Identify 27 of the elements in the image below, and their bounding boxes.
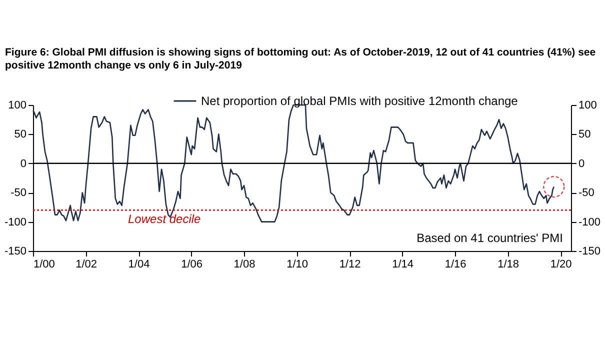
x-tick-label: 1/14 <box>392 258 414 270</box>
y2-tick-label: -50 <box>578 187 594 200</box>
y-tick-label: 0 <box>20 158 26 170</box>
x-tick-label: 1/18 <box>498 258 520 270</box>
annotation: Based on 41 countries' PMI <box>416 231 563 245</box>
y-tick-label: 100 <box>8 100 26 112</box>
x-tick-label: 1/12 <box>339 258 361 270</box>
ref-line-label: Lowest decile <box>128 212 202 226</box>
x-tick-label: 1/10 <box>286 258 308 270</box>
y-tick-label: 50 <box>14 128 26 141</box>
chart-title: Figure 6: Global PMI diffusion is showing signs of bottoming out: As of October-2019, 12 out of 41 countries (41%) see positive 12month change vs only 6 in July-2019 <box>5 46 596 72</box>
y2-tick-label: 50 <box>578 128 591 141</box>
y-tick-label: -150 <box>4 246 26 258</box>
x-tick-label: 1/00 <box>34 258 55 270</box>
x-tick-label: 1/06 <box>181 258 203 270</box>
x-tick-label: 1/16 <box>444 258 466 270</box>
y2-tick-label: -150 <box>578 246 601 258</box>
x-tick-label: 1/20 <box>550 258 572 270</box>
y-tick-label: -100 <box>4 216 26 228</box>
legend-label: Net proportion of global PMIs with positive 12month change <box>201 94 518 108</box>
y2-tick-label: -100 <box>578 216 601 228</box>
x-tick-label: 1/02 <box>76 258 97 270</box>
x-tick-label: 1/08 <box>234 258 256 270</box>
x-tick-label: 1/04 <box>128 258 150 270</box>
y-tick-label: -50 <box>10 187 26 200</box>
y2-tick-label: 0 <box>578 158 585 170</box>
y2-tick-label: 100 <box>578 100 597 112</box>
